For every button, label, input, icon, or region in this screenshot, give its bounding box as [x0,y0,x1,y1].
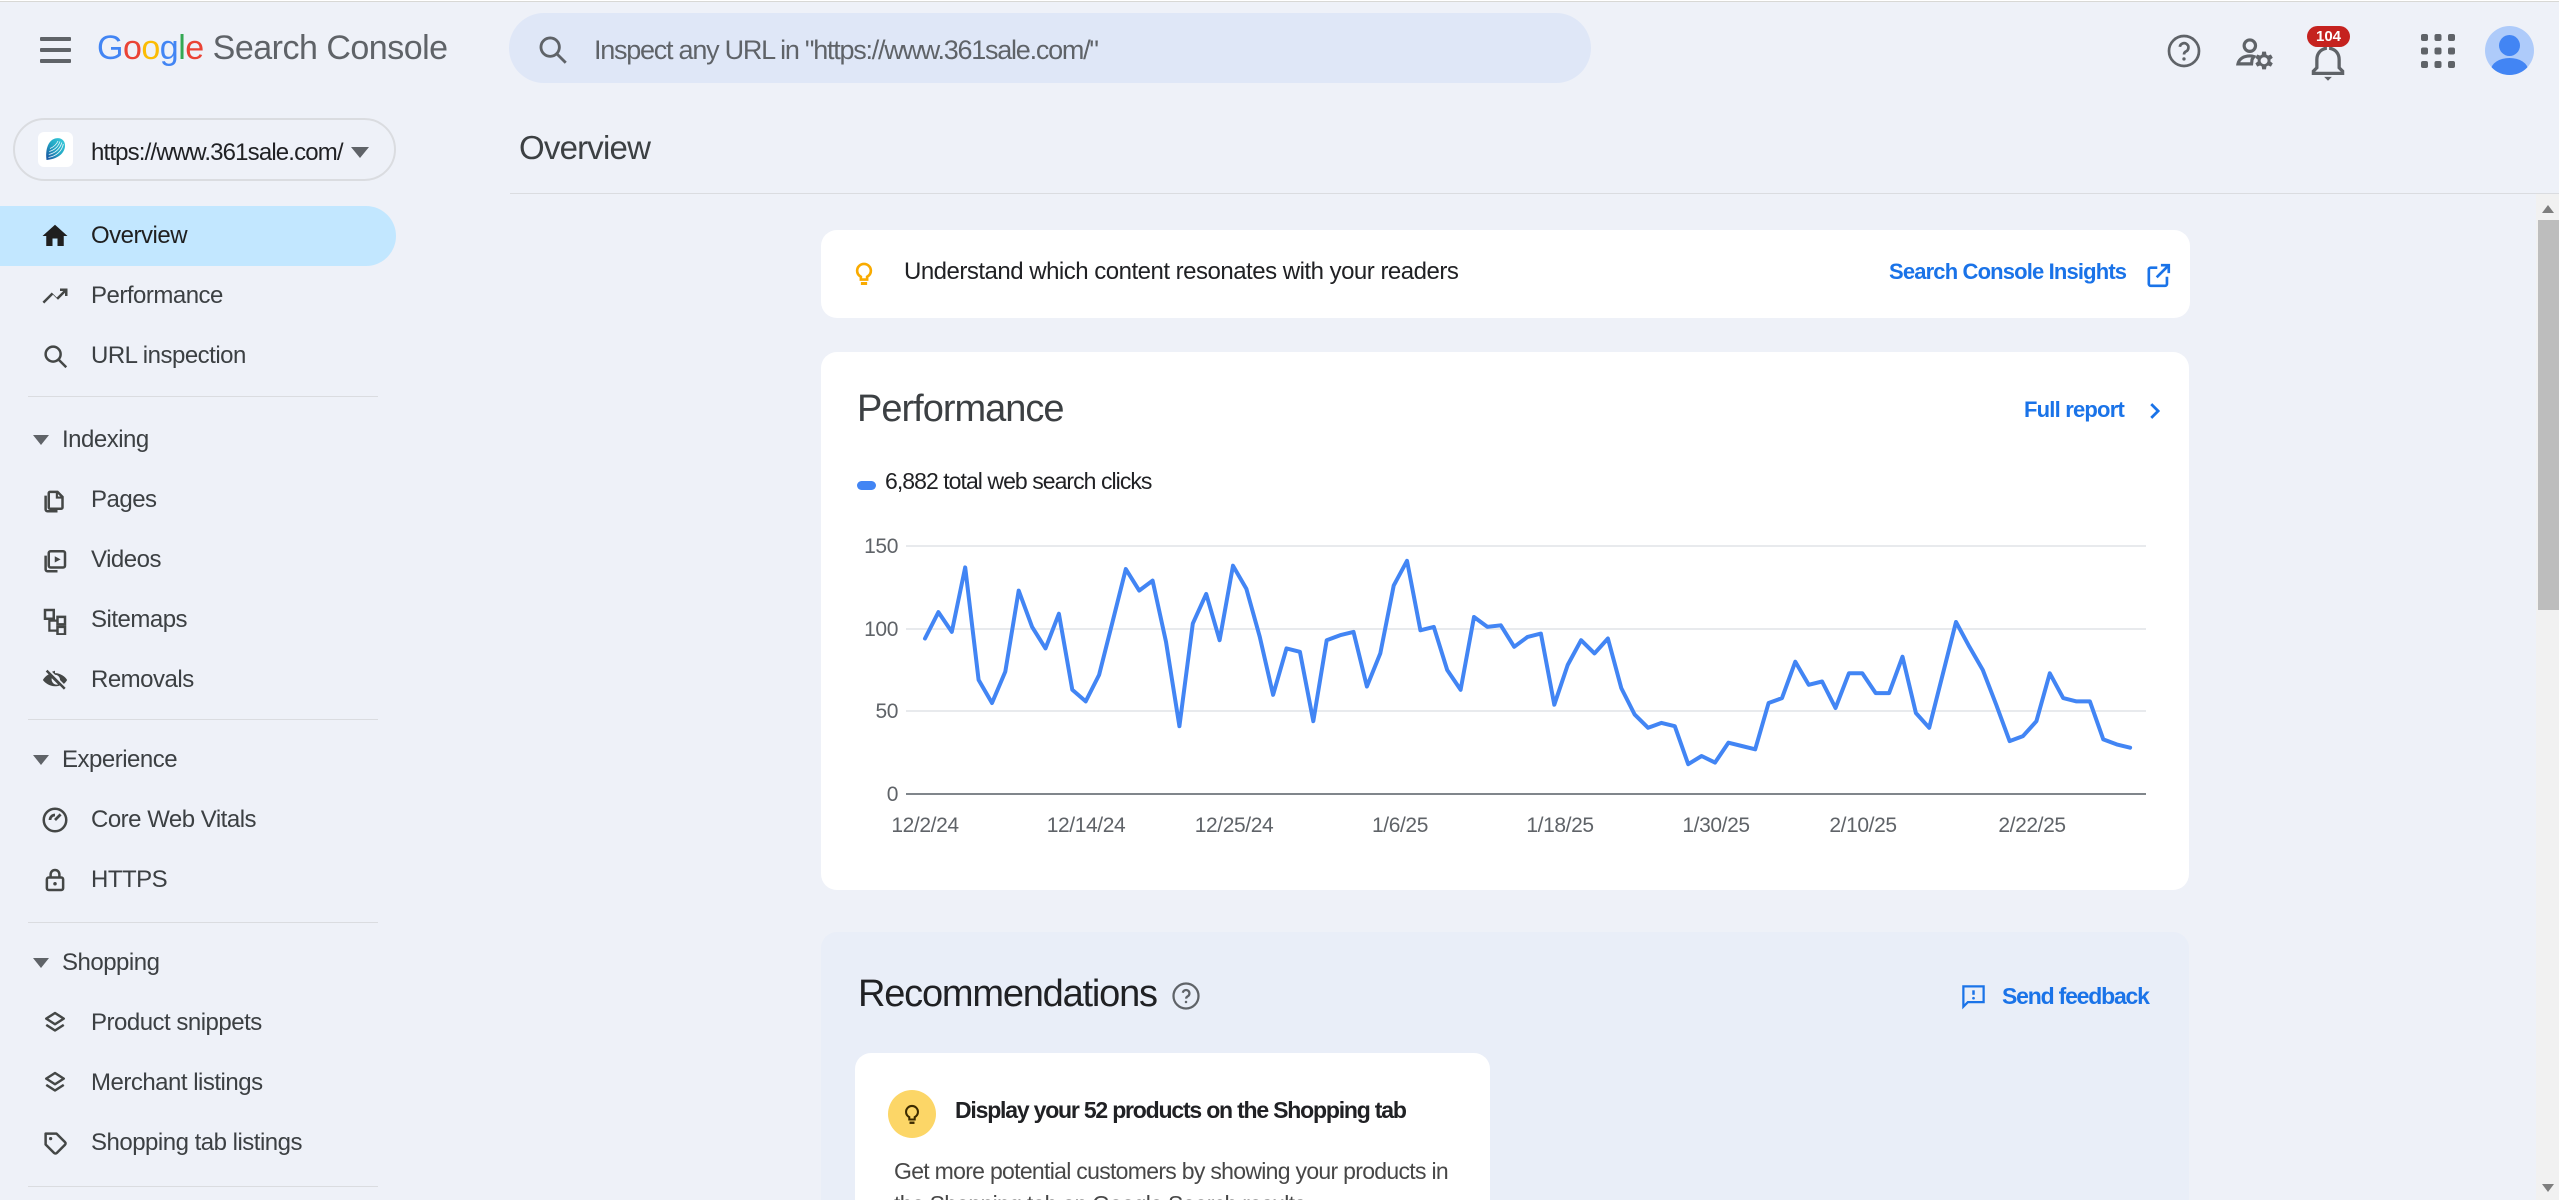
svg-text:12/25/24: 12/25/24 [1195,814,1274,837]
svg-text:1/6/25: 1/6/25 [1372,814,1428,837]
svg-text:0: 0 [887,783,898,806]
svg-text:12/2/24: 12/2/24 [891,814,959,837]
svg-text:100: 100 [864,618,898,641]
svg-text:150: 150 [864,535,898,558]
svg-text:50: 50 [875,700,898,723]
svg-text:2/10/25: 2/10/25 [1829,814,1896,837]
svg-text:1/18/25: 1/18/25 [1526,814,1593,837]
svg-text:2/22/25: 2/22/25 [1998,814,2065,837]
svg-text:1/30/25: 1/30/25 [1682,814,1749,837]
svg-text:12/14/24: 12/14/24 [1047,814,1126,837]
